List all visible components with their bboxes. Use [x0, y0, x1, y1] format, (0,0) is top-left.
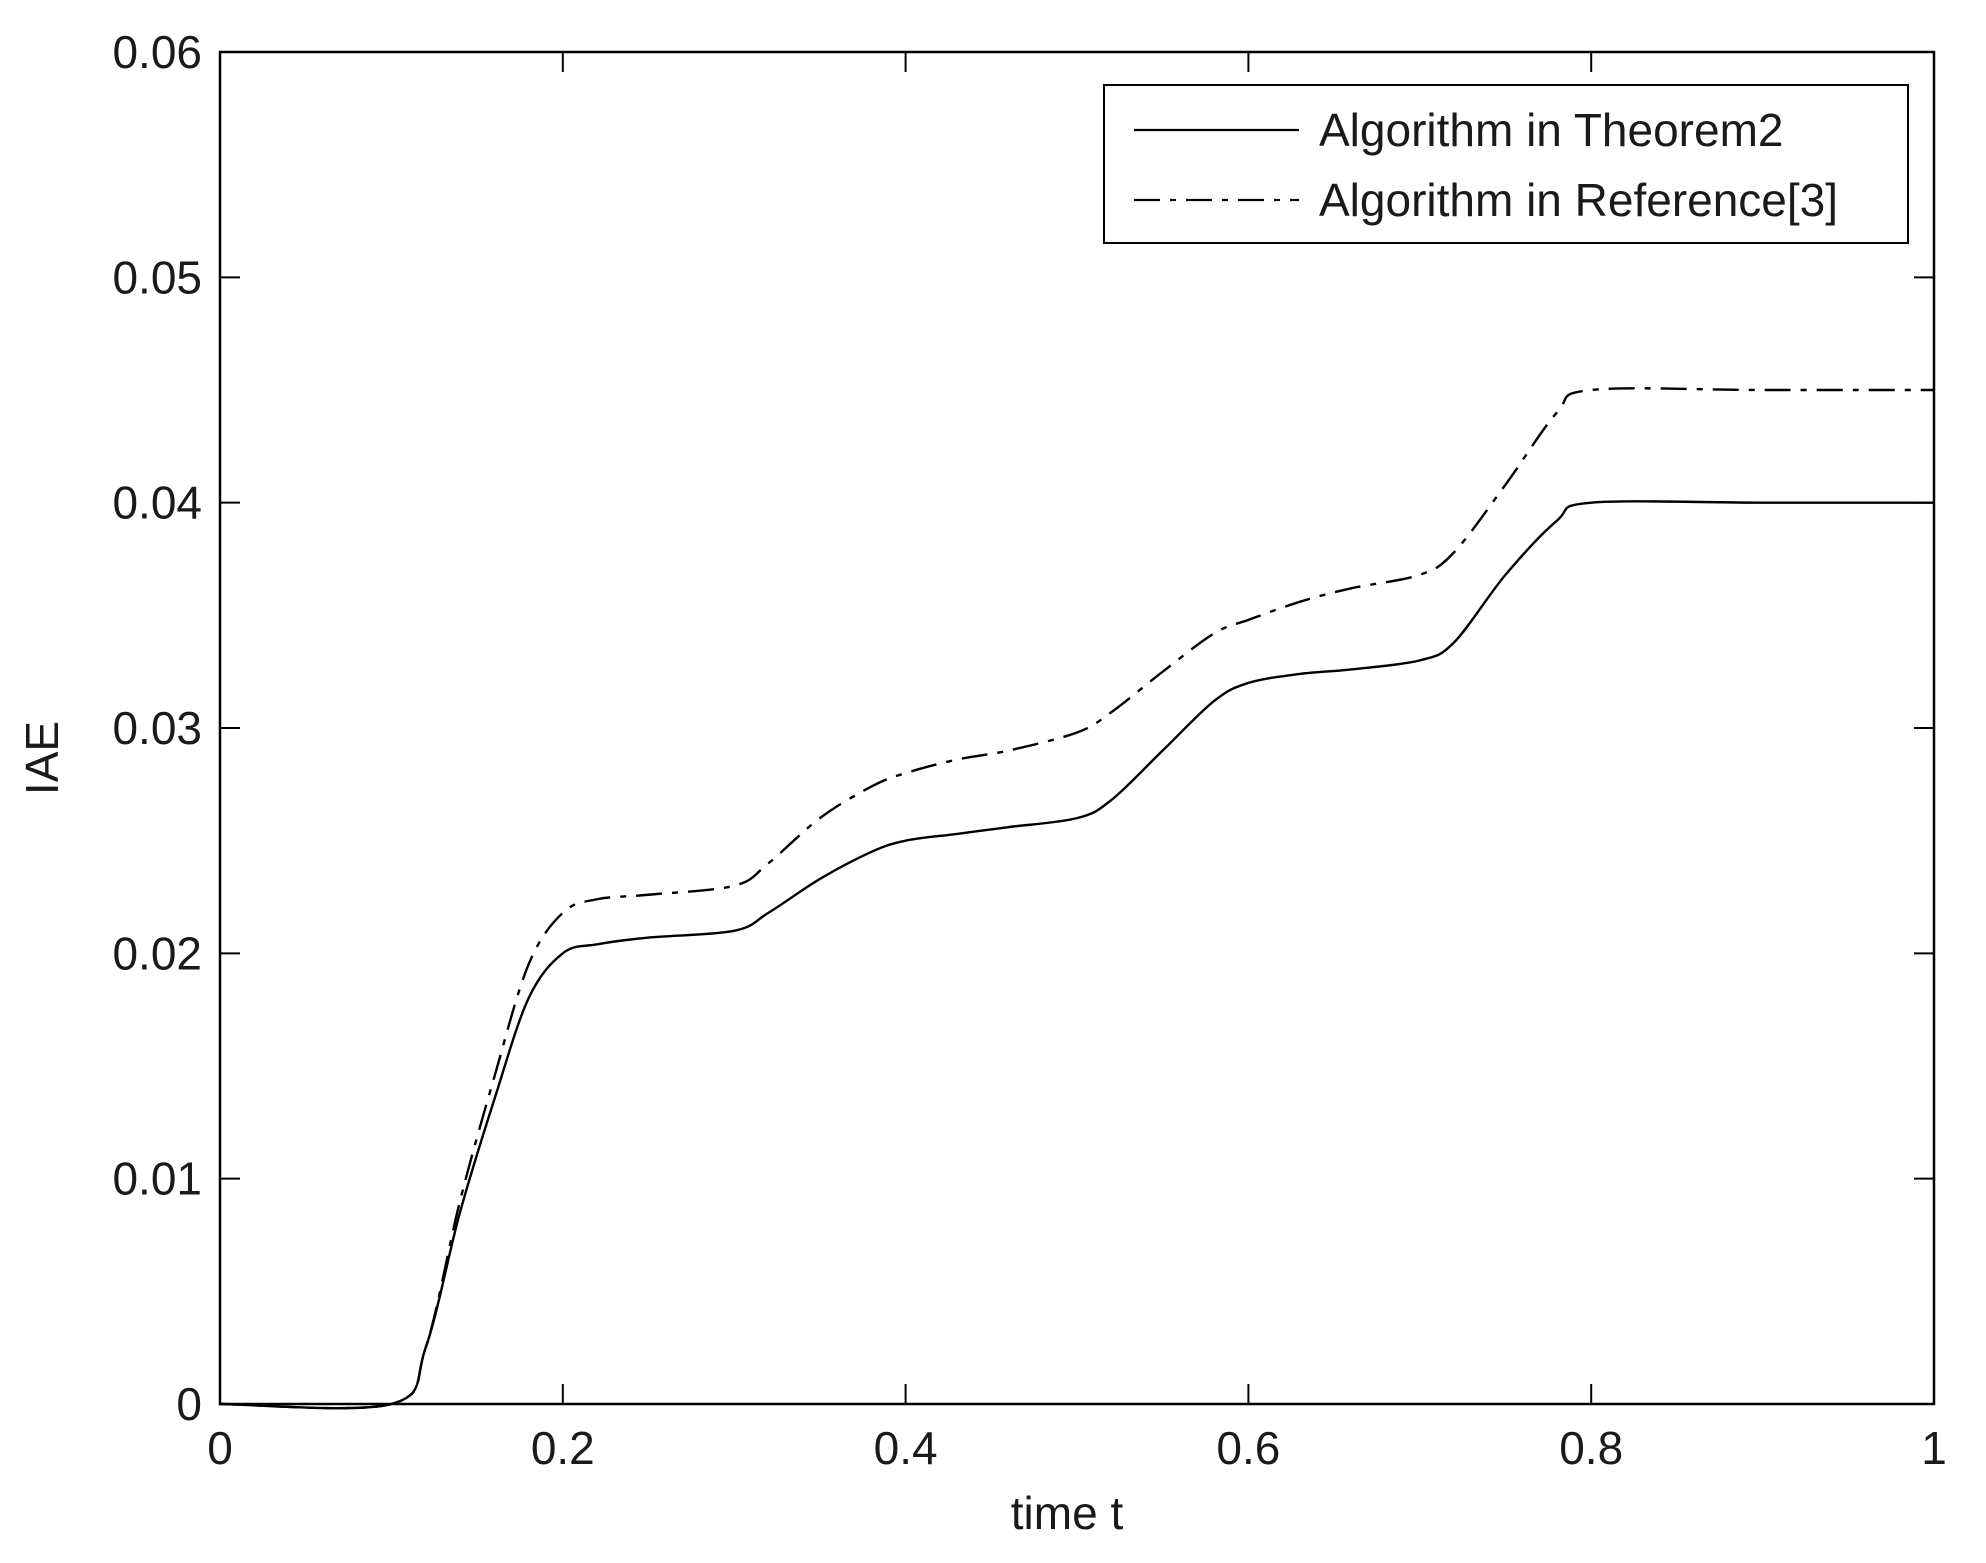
y-axis-label: IAE: [16, 721, 68, 795]
legend-box: [1103, 84, 1909, 244]
x-tick-label: 0.6: [1216, 1422, 1280, 1474]
x-tick-label: 0.4: [874, 1422, 938, 1474]
y-tick-label: 0.01: [112, 1153, 202, 1205]
x-tick-label: 1: [1921, 1422, 1947, 1474]
y-tick-label: 0.04: [112, 477, 202, 529]
legend-label-theorem2: Algorithm in Theorem2: [1319, 104, 1783, 156]
y-tick-label: 0.06: [112, 26, 202, 78]
x-tick-label: 0.8: [1559, 1422, 1623, 1474]
y-tick-label: 0.03: [112, 702, 202, 754]
ticks-layer: 0 0.2 0.4 0.6 0.8 1 0 0.01 0.02 0.03 0.04 0.05 0.06: [112, 26, 1946, 1474]
x-axis-label: time t: [1011, 1487, 1124, 1539]
series-line-reference3: [219, 387, 1934, 1410]
y-tick-label: 0: [176, 1378, 202, 1430]
x-tick-label: 0.2: [531, 1422, 595, 1474]
x-tick-label: 0: [207, 1422, 233, 1474]
legend-label-reference3: Algorithm in Reference[3]: [1319, 174, 1838, 226]
series-layer: [219, 387, 1934, 1410]
y-tick-label: 0.05: [112, 251, 202, 303]
y-tick-label: 0.02: [112, 927, 202, 979]
series-line-theorem2: [219, 500, 1934, 1410]
legend: Algorithm in Theorem2 Algorithm in Refer…: [1103, 84, 1909, 244]
